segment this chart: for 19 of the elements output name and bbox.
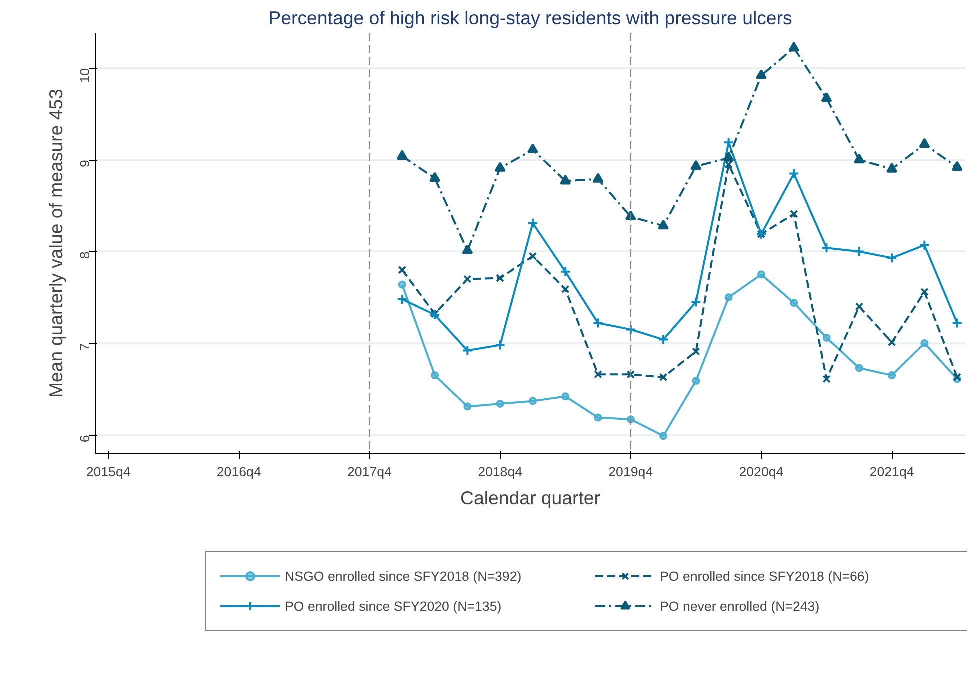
x-tick-label: 2016q4 <box>216 464 262 480</box>
y-tick-label: 10 <box>78 68 92 84</box>
legend-label: NSGO enrolled since SFY2018 (N=392) <box>285 568 523 584</box>
legend-label: PO enrolled since SFY2018 (N=66) <box>660 568 870 584</box>
x-tick-label: 2015q4 <box>86 464 132 480</box>
x-tick-label: 2018q4 <box>478 464 524 480</box>
x-axis-title: Calendar quarter <box>460 488 601 508</box>
chart-title: Percentage of high risk long-stay residents with pressure ulcers <box>268 8 792 28</box>
y-tick-label: 6 <box>78 435 92 443</box>
legend-label: PO enrolled since SFY2020 (N=135) <box>285 598 503 614</box>
x-tick-label: 2021q4 <box>870 464 915 480</box>
y-axis-title: Mean quarterly value of measure 453 <box>46 88 66 398</box>
x-tick-label: 2017q4 <box>347 464 393 480</box>
x-tick-label: 2020q4 <box>739 464 784 480</box>
legend-label: PO never enrolled (N=243) <box>660 598 821 614</box>
y-tick-label: 9 <box>78 160 92 168</box>
y-tick-label: 7 <box>78 343 92 351</box>
x-tick-label: 2019q4 <box>608 464 654 480</box>
y-tick-label: 8 <box>78 252 92 260</box>
